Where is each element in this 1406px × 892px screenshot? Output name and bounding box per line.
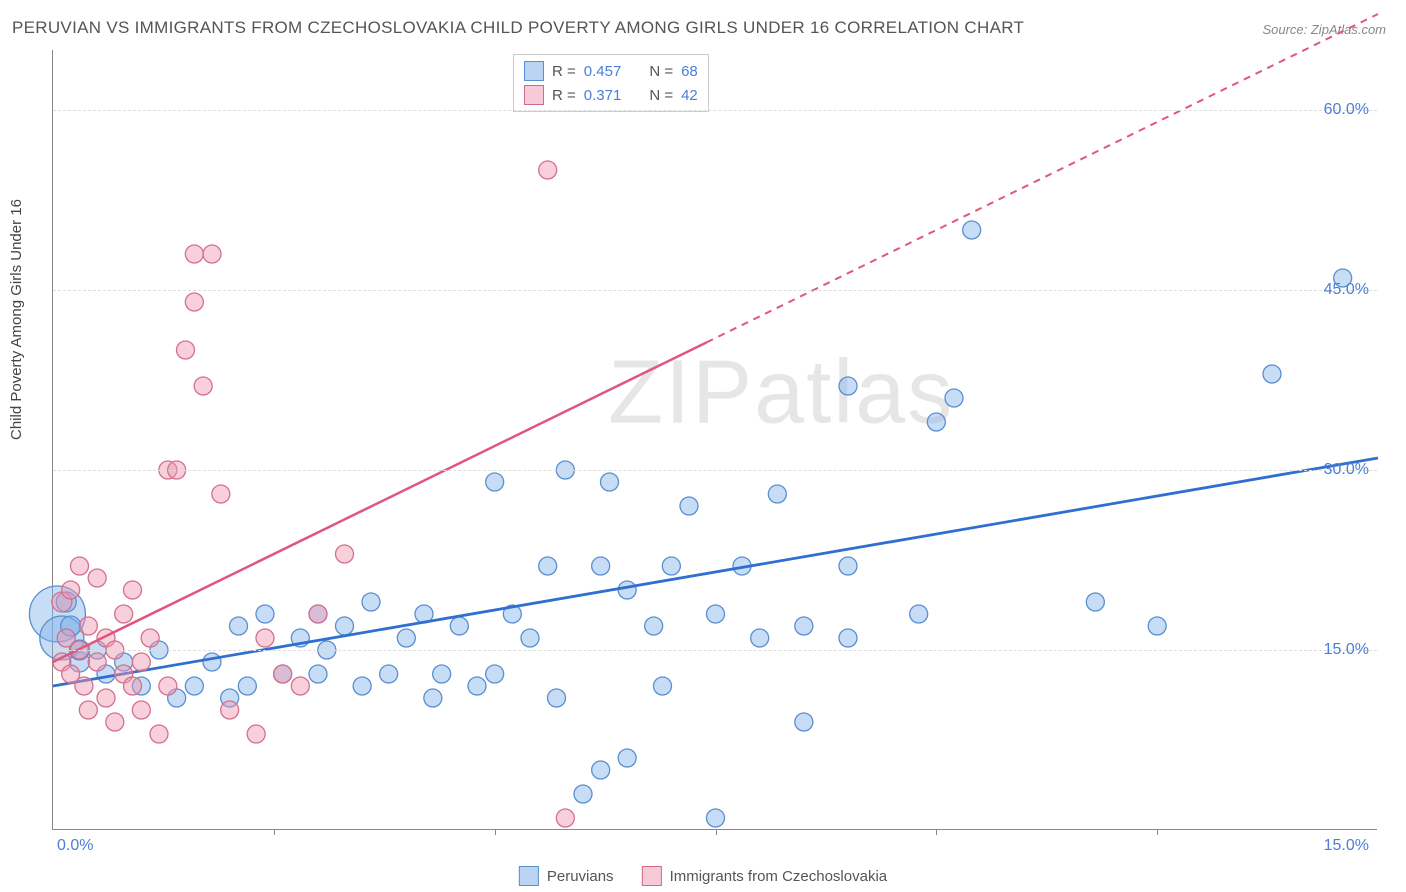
y-tick-label: 60.0% (1324, 101, 1369, 119)
legend-label: Immigrants from Czechoslovakia (670, 868, 888, 885)
legend-n-value: 42 (681, 87, 698, 104)
swatch-pink-icon (642, 866, 662, 886)
y-tick-label: 45.0% (1324, 281, 1369, 299)
legend-r-label: R = (552, 63, 576, 80)
legend-stats-row-pink: R = 0.371 N = 42 (524, 83, 698, 107)
legend-stats: R = 0.457 N = 68 R = 0.371 N = 42 (513, 54, 709, 112)
swatch-blue-icon (524, 61, 544, 81)
chart-svg (53, 50, 1377, 829)
x-tick-label: 15.0% (1324, 837, 1369, 855)
legend-n-label: N = (649, 63, 673, 80)
x-tick-label: 0.0% (57, 837, 93, 855)
y-tick-label: 15.0% (1324, 641, 1369, 659)
legend-item-czech: Immigrants from Czechoslovakia (642, 866, 888, 886)
legend-series: Peruvians Immigrants from Czechoslovakia (519, 866, 887, 886)
legend-item-peruvians: Peruvians (519, 866, 614, 886)
legend-r-value: 0.457 (584, 63, 622, 80)
source-attribution: Source: ZipAtlas.com (1262, 22, 1386, 37)
y-axis-label: Child Poverty Among Girls Under 16 (8, 199, 25, 440)
legend-r-value: 0.371 (584, 87, 622, 104)
legend-stats-row-blue: R = 0.457 N = 68 (524, 59, 698, 83)
legend-r-label: R = (552, 87, 576, 104)
swatch-blue-icon (519, 866, 539, 886)
legend-label: Peruvians (547, 868, 614, 885)
swatch-pink-icon (524, 85, 544, 105)
chart-title: PERUVIAN VS IMMIGRANTS FROM CZECHOSLOVAK… (12, 18, 1024, 38)
legend-n-label: N = (649, 87, 673, 104)
plot-area: ZIPatlas R = 0.457 N = 68 R = 0.371 N = … (52, 50, 1377, 830)
y-tick-label: 30.0% (1324, 461, 1369, 479)
legend-n-value: 68 (681, 63, 698, 80)
